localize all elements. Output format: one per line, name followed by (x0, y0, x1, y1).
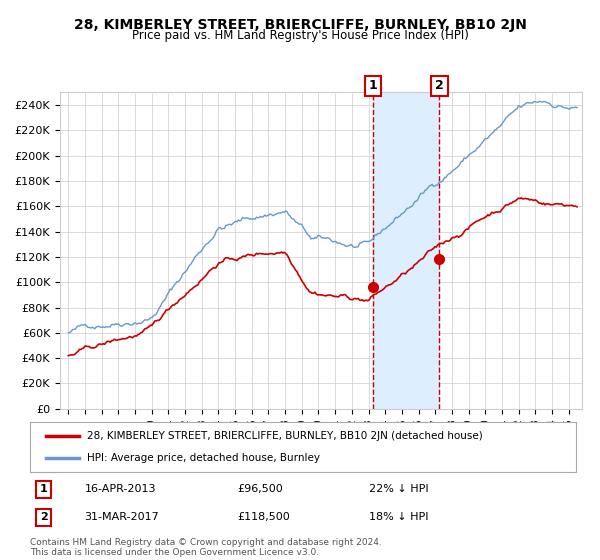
Text: £96,500: £96,500 (238, 484, 283, 494)
Text: 1: 1 (369, 80, 378, 92)
Text: 22% ↓ HPI: 22% ↓ HPI (368, 484, 428, 494)
Text: HPI: Average price, detached house, Burnley: HPI: Average price, detached house, Burn… (88, 453, 320, 463)
Text: 16-APR-2013: 16-APR-2013 (85, 484, 156, 494)
Text: 28, KIMBERLEY STREET, BRIERCLIFFE, BURNLEY, BB10 2JN (detached house): 28, KIMBERLEY STREET, BRIERCLIFFE, BURNL… (88, 431, 483, 441)
Text: 18% ↓ HPI: 18% ↓ HPI (368, 512, 428, 522)
Text: Price paid vs. HM Land Registry's House Price Index (HPI): Price paid vs. HM Land Registry's House … (131, 29, 469, 42)
Text: 31-MAR-2017: 31-MAR-2017 (85, 512, 160, 522)
Text: £118,500: £118,500 (238, 512, 290, 522)
Text: 1: 1 (40, 484, 47, 494)
Text: 28, KIMBERLEY STREET, BRIERCLIFFE, BURNLEY, BB10 2JN: 28, KIMBERLEY STREET, BRIERCLIFFE, BURNL… (74, 18, 526, 32)
Text: 2: 2 (40, 512, 47, 522)
Bar (373, 92, 439, 409)
Text: Contains HM Land Registry data © Crown copyright and database right 2024.
This d: Contains HM Land Registry data © Crown c… (30, 538, 382, 557)
Text: 2: 2 (435, 80, 444, 92)
